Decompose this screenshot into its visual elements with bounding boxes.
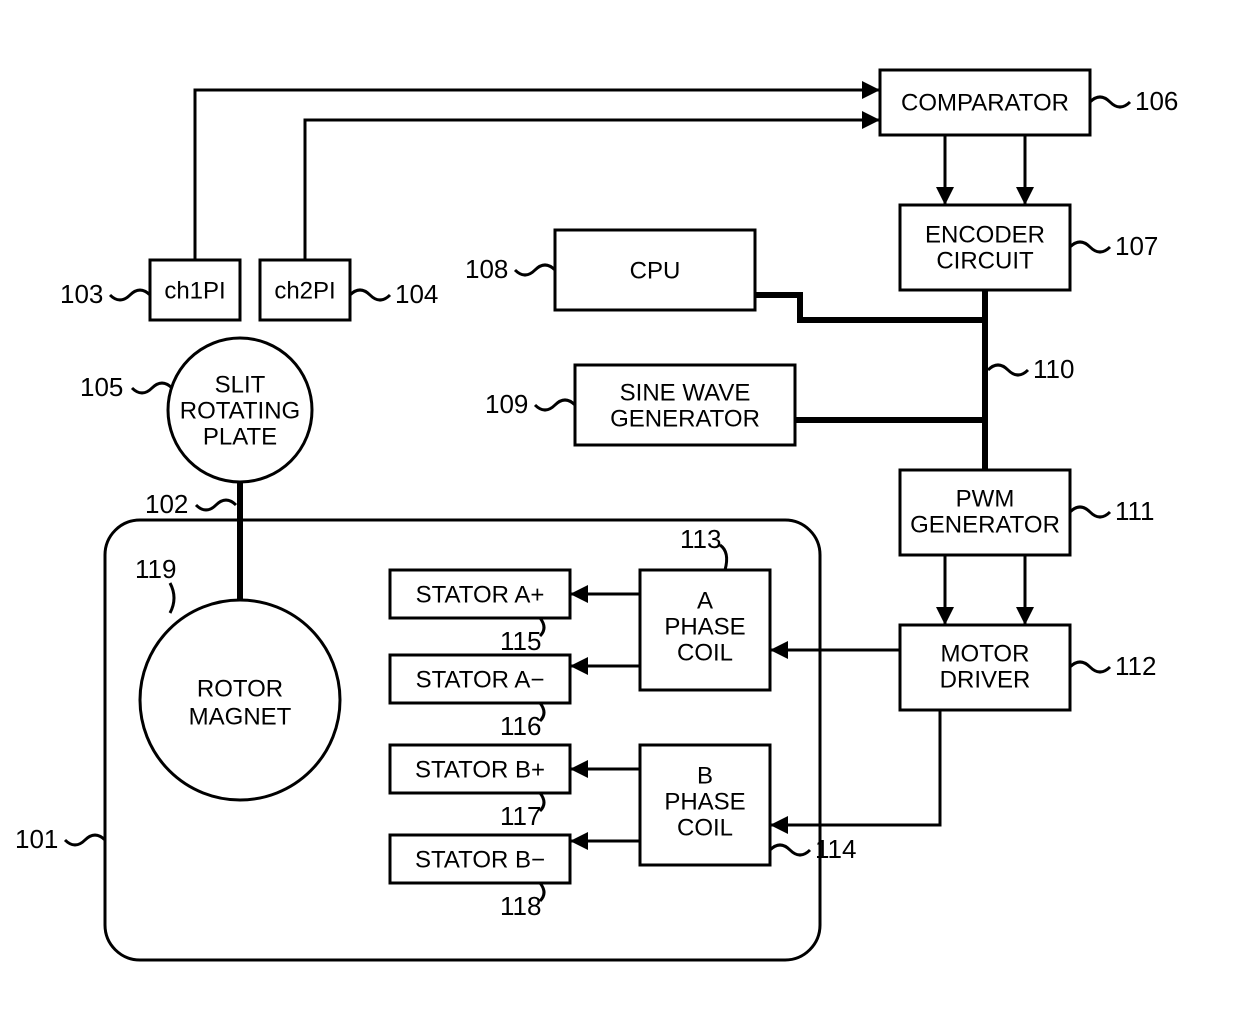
bcoil-label-3: COIL <box>677 814 733 841</box>
arrow-comp-enc-1 <box>936 187 954 205</box>
ref-111: 111 <box>1115 496 1155 526</box>
ref-113: 113 <box>680 524 721 554</box>
leader-111 <box>1070 507 1110 517</box>
sine-label-2: GENERATOR <box>610 405 760 432</box>
ref-107: 107 <box>1115 231 1158 261</box>
arrow-pwm-drv-1 <box>936 607 954 625</box>
arrow-acoil-stap <box>570 585 588 603</box>
ref-105: 105 <box>80 372 123 402</box>
acoil-label-2: PHASE <box>664 613 745 640</box>
leader-107 <box>1070 242 1110 252</box>
leader-109 <box>535 400 575 410</box>
ref-114: 114 <box>815 834 856 864</box>
ch2pi-label: ch2PI <box>274 277 335 304</box>
arrow-bcoil-stbm <box>570 832 588 850</box>
leader-101 <box>65 835 105 845</box>
arrow-ch1 <box>862 81 880 99</box>
diagram-root: ROTOR MAGNET SLIT ROTATING PLATE ch1PI c… <box>0 0 1240 1034</box>
ref-102: 102 <box>145 489 188 519</box>
pwm-label-2: GENERATOR <box>910 511 1060 538</box>
arrow-bcoil-stbp <box>570 760 588 778</box>
ref-108: 108 <box>465 254 508 284</box>
arrow-drv-bcoil <box>770 816 788 834</box>
leader-114 <box>770 845 810 855</box>
rotor-label-2: MAGNET <box>189 703 292 730</box>
slit-label-1: SLIT <box>215 371 266 398</box>
wire-drv-bcoil <box>770 710 940 825</box>
ref-112: 112 <box>1115 651 1156 681</box>
acoil-label-1: A <box>697 587 713 614</box>
arrow-acoil-stam <box>570 657 588 675</box>
slit-label-2: ROTATING <box>180 397 300 424</box>
driver-label-1: MOTOR <box>941 640 1030 667</box>
ref-109: 109 <box>485 389 528 419</box>
comparator-label: COMPARATOR <box>901 89 1069 116</box>
driver-label-2: DRIVER <box>940 666 1031 693</box>
bcoil-label-1: B <box>697 762 713 789</box>
arrow-comp-enc-2 <box>1016 187 1034 205</box>
ref-119: 119 <box>135 554 176 584</box>
ref-101: 101 <box>15 824 58 854</box>
ref-115: 115 <box>500 626 541 656</box>
encoder-label-1: ENCODER <box>925 221 1045 248</box>
rotor-label-1: ROTOR <box>197 675 283 702</box>
ref-117: 117 <box>500 801 541 831</box>
acoil-label-3: COIL <box>677 639 733 666</box>
wire-ch1-to-comparator <box>195 90 880 260</box>
leader-106 <box>1090 97 1130 107</box>
encoder-label-2: CIRCUIT <box>936 247 1034 274</box>
leader-112 <box>1070 662 1110 672</box>
slit-label-3: PLATE <box>203 423 277 450</box>
statora-plus-label: STATOR A+ <box>416 581 545 608</box>
statorb-minus-label: STATOR B− <box>415 846 545 873</box>
ref-118: 118 <box>500 891 541 921</box>
leader-102 <box>196 500 236 510</box>
leader-110 <box>988 365 1028 375</box>
ref-106: 106 <box>1135 86 1178 116</box>
statora-minus-label: STATOR A− <box>416 666 545 693</box>
arrow-pwm-drv-2 <box>1016 607 1034 625</box>
ref-116: 116 <box>500 711 541 741</box>
ch1pi-label: ch1PI <box>164 277 225 304</box>
wire-cpu-bus <box>755 295 985 320</box>
ref-103: 103 <box>60 279 103 309</box>
pwm-label-1: PWM <box>956 485 1015 512</box>
sine-label-1: SINE WAVE <box>620 379 751 406</box>
arrow-drv-acoil <box>770 641 788 659</box>
leader-119 <box>170 583 174 613</box>
statorb-plus-label: STATOR B+ <box>415 756 545 783</box>
cpu-label: CPU <box>630 257 681 284</box>
bcoil-label-2: PHASE <box>664 788 745 815</box>
ref-104: 104 <box>395 279 438 309</box>
leader-104 <box>350 290 390 300</box>
arrow-ch2 <box>862 111 880 129</box>
leader-105 <box>132 383 172 393</box>
ref-110: 110 <box>1033 354 1074 384</box>
leader-108 <box>515 265 555 275</box>
leader-103 <box>110 290 150 300</box>
